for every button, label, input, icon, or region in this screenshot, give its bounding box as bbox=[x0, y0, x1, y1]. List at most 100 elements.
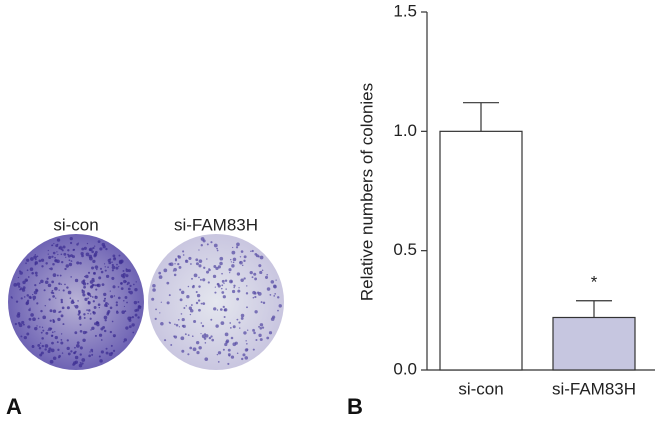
colony-dot bbox=[273, 284, 277, 288]
colony-dot bbox=[172, 270, 175, 272]
colony-dot bbox=[264, 275, 269, 279]
colony-dot bbox=[221, 279, 225, 283]
colony-dot bbox=[79, 315, 82, 318]
colony-dot bbox=[217, 265, 221, 269]
colony-dot bbox=[87, 292, 91, 296]
colony-dot bbox=[198, 285, 201, 288]
colony-dot bbox=[97, 240, 101, 244]
colony-dot bbox=[44, 305, 46, 307]
colony-dot bbox=[211, 338, 215, 342]
colony-dot bbox=[121, 310, 126, 314]
colony-dot bbox=[81, 247, 85, 251]
colony-dot bbox=[225, 340, 229, 344]
colonies bbox=[10, 237, 282, 368]
colony-dot bbox=[245, 292, 249, 295]
colony-dot bbox=[154, 317, 157, 320]
colony-dot bbox=[203, 266, 206, 269]
colony-dot bbox=[59, 246, 63, 250]
colony-dot bbox=[78, 363, 83, 368]
colony-dot bbox=[259, 338, 263, 342]
colony-dot bbox=[136, 308, 140, 312]
colony-dot bbox=[258, 333, 262, 338]
colony-dot bbox=[16, 282, 21, 286]
colony-dot bbox=[240, 250, 244, 253]
colony-dot bbox=[109, 290, 111, 292]
colony-dot bbox=[111, 265, 116, 270]
colony-dot bbox=[81, 254, 84, 258]
colony-dot bbox=[94, 284, 97, 287]
colony-dot bbox=[270, 280, 275, 284]
colony-dot bbox=[86, 282, 89, 285]
colony-dot bbox=[240, 278, 244, 283]
colony-dot bbox=[17, 321, 21, 325]
colony-dot bbox=[37, 343, 41, 347]
colony-dot bbox=[259, 270, 263, 275]
dish bbox=[8, 234, 144, 370]
colony-dot bbox=[66, 306, 70, 310]
colony-dot bbox=[208, 336, 212, 340]
colony-dot bbox=[217, 283, 219, 285]
colony-dot bbox=[185, 305, 187, 307]
colony-dot bbox=[109, 330, 113, 334]
colony-dot bbox=[195, 258, 199, 262]
colony-dot bbox=[14, 322, 18, 326]
colony-dot bbox=[202, 239, 206, 243]
colony-dot bbox=[21, 320, 25, 324]
colony-dot bbox=[115, 304, 118, 307]
colony-dot bbox=[255, 254, 259, 258]
colony-dot bbox=[23, 296, 26, 298]
colony-dot bbox=[77, 310, 81, 313]
colony-dot bbox=[93, 306, 97, 309]
colony-dot bbox=[186, 295, 190, 299]
colony-dot bbox=[192, 284, 195, 287]
colony-dot bbox=[103, 299, 106, 303]
colony-dot bbox=[90, 313, 92, 315]
colony-dot bbox=[231, 250, 236, 255]
colony-dot bbox=[17, 276, 20, 279]
colony-dot bbox=[196, 293, 201, 298]
colony-dot bbox=[232, 325, 236, 329]
colony-dot bbox=[96, 283, 100, 287]
colony-dot bbox=[223, 308, 228, 312]
colony-dot bbox=[252, 348, 255, 351]
colony-dot bbox=[101, 283, 105, 286]
colony-dot bbox=[94, 265, 99, 269]
colony-dot bbox=[45, 262, 48, 265]
bar bbox=[439, 130, 523, 371]
colony-dot bbox=[76, 261, 80, 265]
colony-dot bbox=[199, 278, 202, 281]
colony-dot bbox=[202, 278, 206, 282]
panel-label: A bbox=[6, 394, 22, 419]
colony-dot bbox=[112, 334, 116, 338]
colony-dot bbox=[51, 331, 54, 334]
colony-dot bbox=[112, 254, 116, 258]
colony-dot bbox=[224, 279, 228, 282]
colony-dot bbox=[206, 258, 208, 260]
colony-dot bbox=[236, 352, 239, 355]
colony-dot bbox=[187, 285, 190, 288]
colony-dot bbox=[16, 313, 21, 318]
colony-dot bbox=[56, 251, 58, 253]
colony-dot bbox=[258, 325, 260, 328]
colony-dot bbox=[40, 351, 44, 355]
colony-dot bbox=[200, 333, 202, 335]
colony-dot bbox=[261, 269, 264, 272]
colony-dot bbox=[50, 348, 55, 353]
colony-dot bbox=[55, 297, 57, 299]
colony-dot bbox=[58, 289, 60, 291]
colony-dot bbox=[24, 278, 28, 282]
colony-dot bbox=[83, 316, 86, 319]
colony-dot bbox=[83, 313, 86, 316]
colony-dot bbox=[61, 352, 64, 354]
y-tick-label: 0.5 bbox=[393, 240, 417, 259]
colony-dot bbox=[58, 282, 61, 285]
colony-dot bbox=[98, 306, 101, 309]
colony-dot bbox=[34, 271, 38, 275]
colony-dot bbox=[76, 243, 79, 246]
colony-dot bbox=[266, 336, 270, 340]
colony-dot bbox=[195, 291, 198, 294]
colony-dot bbox=[51, 244, 53, 247]
colony-dot bbox=[182, 254, 185, 256]
colony-dot bbox=[50, 291, 54, 294]
colony-dot bbox=[92, 311, 95, 314]
